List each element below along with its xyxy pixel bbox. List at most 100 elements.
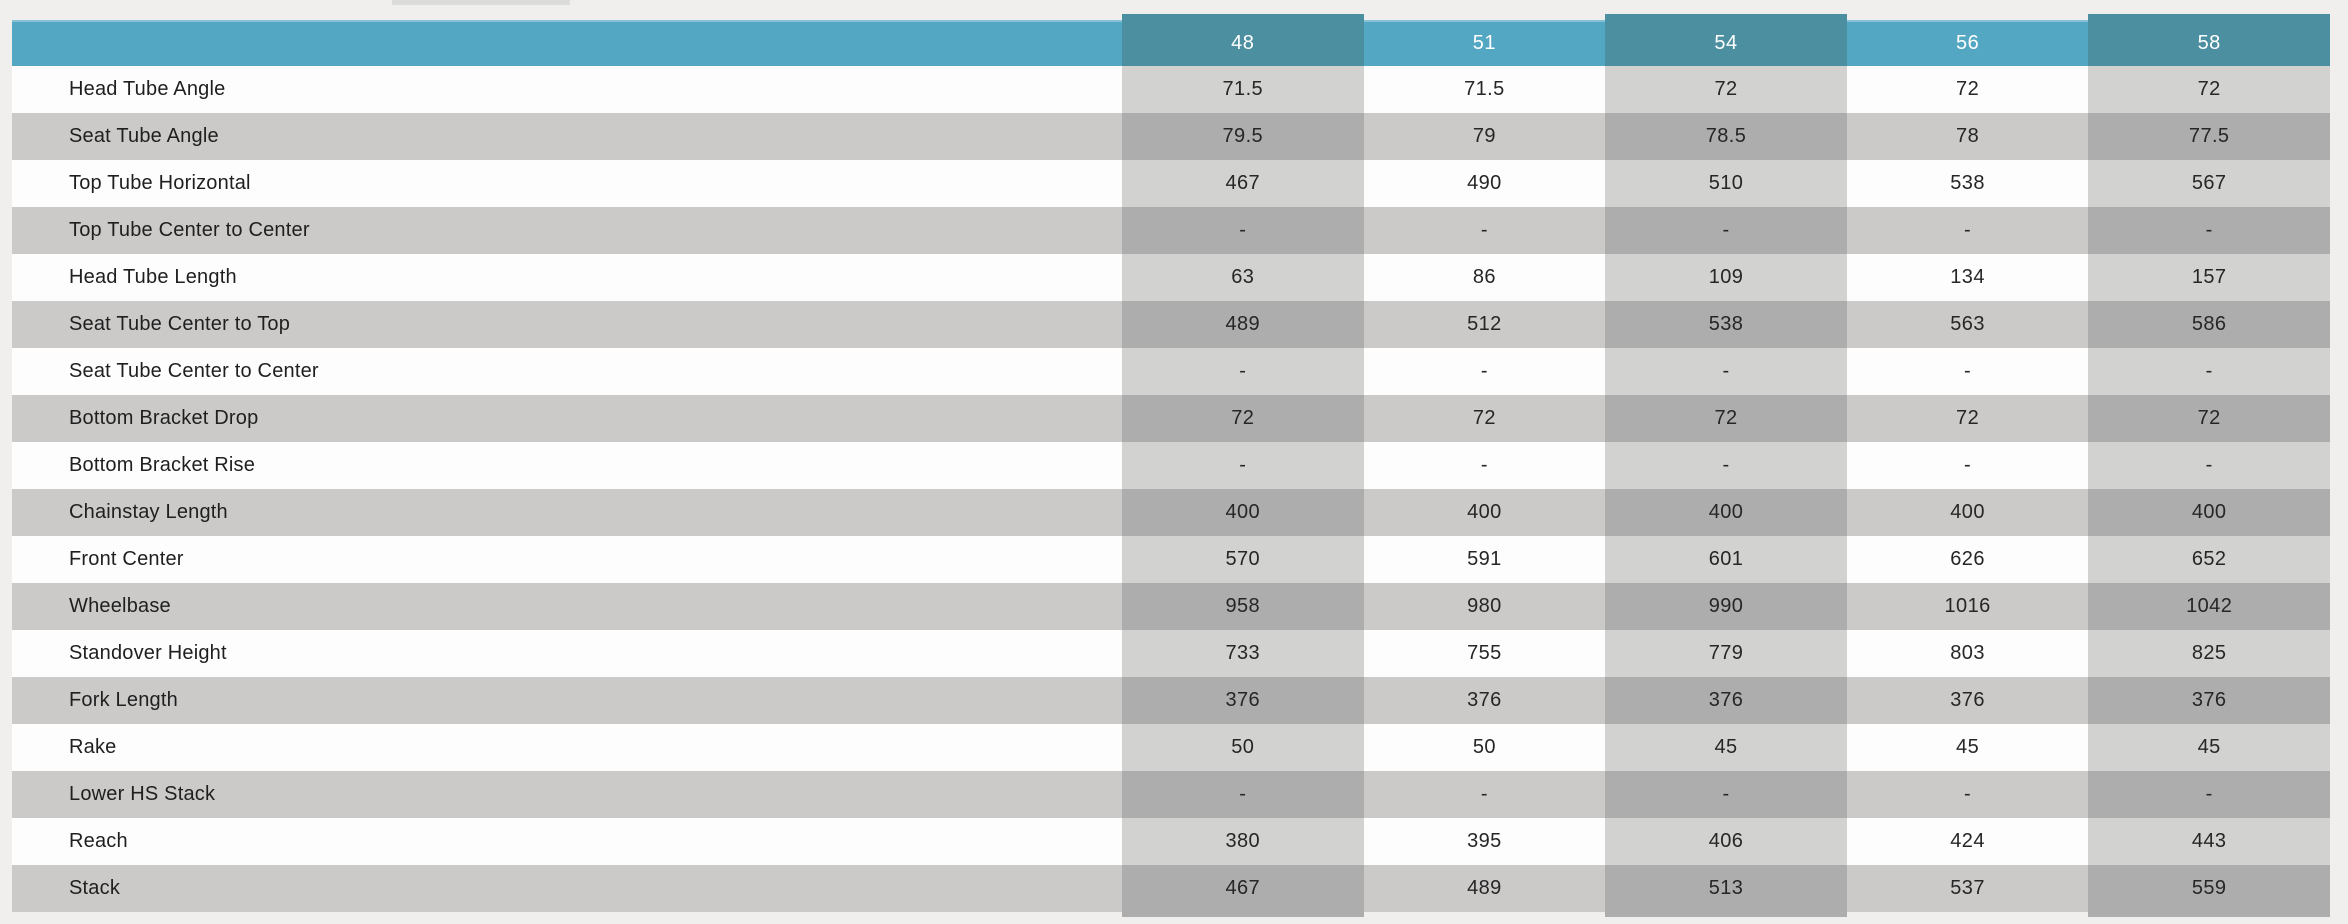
row-label: Bottom Bracket Drop [12,395,1122,442]
value-cell: 71.5 [1363,66,1606,113]
value-cell: 1042 [2088,583,2330,630]
row-label: Top Tube Center to Center [12,207,1122,254]
row-label: Rake [12,724,1122,771]
value-cell: 489 [1122,301,1364,348]
value-cell: 77.5 [2088,113,2330,160]
row-label: Lower HS Stack [12,771,1122,818]
value-cell: 376 [1122,677,1364,724]
value-cell: 380 [1122,818,1364,865]
value-cell: 537 [1846,865,2089,912]
value-cell: 376 [2088,677,2330,724]
table-row: Top Tube Horizontal 467 490 510 538 567 [12,160,2330,207]
value-cell: 490 [1363,160,1606,207]
value-cell: 50 [1363,724,1606,771]
table-row: Front Center 570 591 601 626 652 [12,536,2330,583]
value-cell: - [1363,348,1606,395]
value-cell: 79.5 [1122,113,1364,160]
row-label: Fork Length [12,677,1122,724]
value-cell: 538 [1846,160,2089,207]
size-header-row: 48 51 54 56 58 [12,14,2330,66]
value-cell: - [1122,207,1364,254]
table-row: Seat Tube Center to Center - - - - - [12,348,2330,395]
table-row: Standover Height 733 755 779 803 825 [12,630,2330,677]
value-cell: 570 [1122,536,1364,583]
value-cell: 538 [1605,301,1847,348]
value-cell: 825 [2088,630,2330,677]
table-row: Wheelbase 958 980 990 1016 1042 [12,583,2330,630]
value-cell: 512 [1363,301,1606,348]
row-label: Front Center [12,536,1122,583]
value-cell: 72 [1605,395,1847,442]
value-cell: 72 [1846,395,2089,442]
value-cell: 755 [1363,630,1606,677]
value-cell: 400 [1122,489,1364,536]
value-cell: - [1846,207,2089,254]
value-cell: 86 [1363,254,1606,301]
value-cell: - [1846,348,2089,395]
value-cell: 733 [1122,630,1364,677]
table-row: Head Tube Angle 71.5 71.5 72 72 72 [12,66,2330,113]
value-cell: 626 [1846,536,2089,583]
value-cell: 78 [1846,113,2089,160]
value-cell: 400 [1605,489,1847,536]
row-label: Top Tube Horizontal [12,160,1122,207]
table-row: Seat Tube Center to Top 489 512 538 563 … [12,301,2330,348]
row-label: Seat Tube Angle [12,113,1122,160]
value-cell: 45 [1605,724,1847,771]
value-cell: 72 [1363,395,1606,442]
value-cell: - [2088,207,2330,254]
value-cell: 443 [2088,818,2330,865]
table-row: Bottom Bracket Rise - - - - - [12,442,2330,489]
value-cell: - [1605,348,1847,395]
value-cell: - [1122,771,1364,818]
value-cell: 563 [1846,301,2089,348]
column-header: 56 [1846,20,2089,66]
value-cell: 71.5 [1122,66,1364,113]
clipped-tab[interactable] [392,0,570,5]
value-cell: - [1605,442,1847,489]
value-cell: 45 [1846,724,2089,771]
row-label: Stack [12,865,1122,912]
value-cell: - [1605,207,1847,254]
row-label: Wheelbase [12,583,1122,630]
column-header: 58 [2088,14,2330,66]
row-label: Seat Tube Center to Center [12,348,1122,395]
column-header: 54 [1605,14,1847,66]
geometry-table: 48 51 54 56 58 Head Tube Angle 71.5 71.5… [12,14,2330,917]
value-cell: 990 [1605,583,1847,630]
value-cell: 63 [1122,254,1364,301]
value-cell: - [1363,442,1606,489]
value-cell: 72 [2088,66,2330,113]
value-cell: 395 [1363,818,1606,865]
table-row: Fork Length 376 376 376 376 376 [12,677,2330,724]
value-cell: - [1363,207,1606,254]
table-row: Head Tube Length 63 86 109 134 157 [12,254,2330,301]
value-cell: 72 [1846,66,2089,113]
value-cell: 400 [1846,489,2089,536]
value-cell: 134 [1846,254,2089,301]
value-cell: 513 [1605,865,1847,917]
value-cell: 406 [1605,818,1847,865]
value-cell: 400 [2088,489,2330,536]
value-cell: - [1846,771,2089,818]
value-cell: 958 [1122,583,1364,630]
value-cell: 980 [1363,583,1606,630]
column-header: 51 [1363,20,1606,66]
value-cell: 510 [1605,160,1847,207]
value-cell: 78.5 [1605,113,1847,160]
table-row: Reach 380 395 406 424 443 [12,818,2330,865]
value-cell: 424 [1846,818,2089,865]
row-label: Head Tube Length [12,254,1122,301]
value-cell: - [1122,348,1364,395]
value-cell: 567 [2088,160,2330,207]
value-cell: - [1122,442,1364,489]
row-label: Reach [12,818,1122,865]
value-cell: 467 [1122,160,1364,207]
value-cell: - [1846,442,2089,489]
corner-header-cell [12,20,1122,66]
value-cell: 400 [1363,489,1606,536]
value-cell: 559 [2088,865,2330,917]
value-cell: 157 [2088,254,2330,301]
value-cell: 72 [1605,66,1847,113]
table-row: Bottom Bracket Drop 72 72 72 72 72 [12,395,2330,442]
